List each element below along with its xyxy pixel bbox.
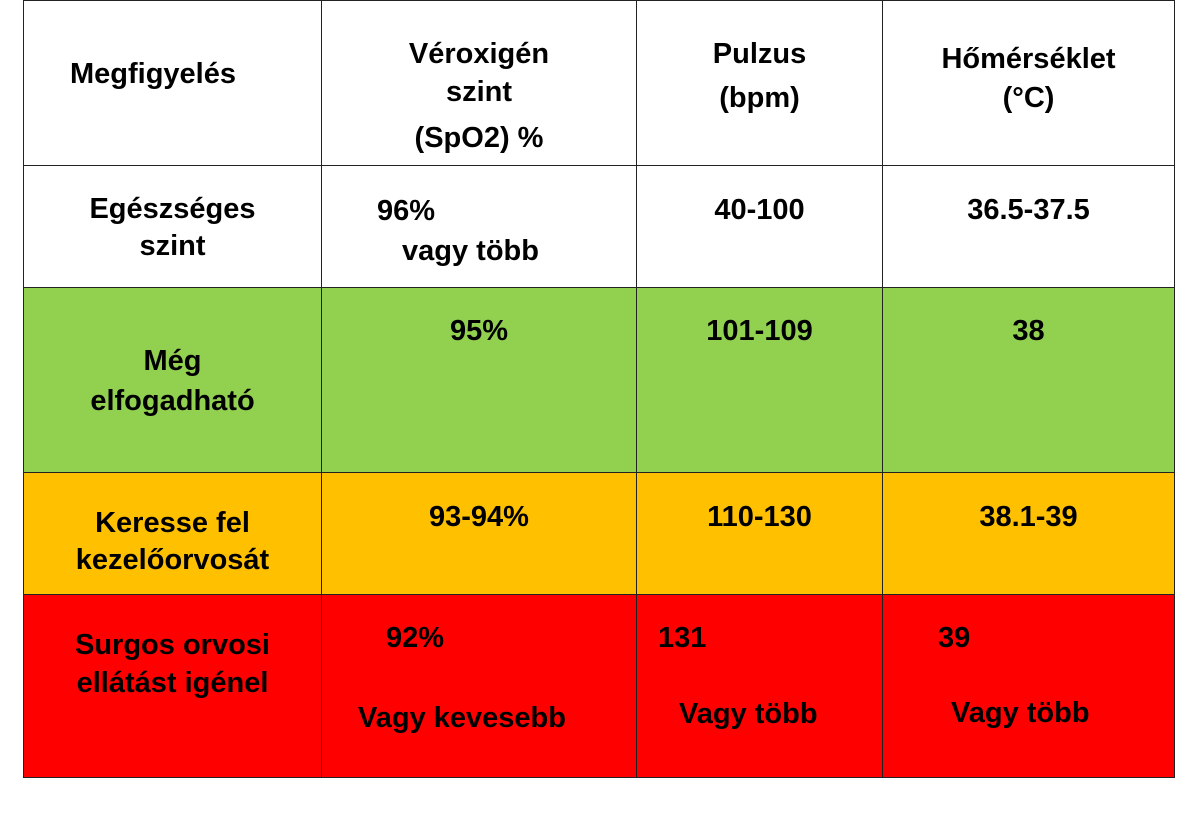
header-spo2-line1: Véroxigén [408, 38, 550, 70]
row-acceptable-label-line2: elfogadható [90, 385, 255, 418]
header-observation-cell: Megfigyelés [23, 0, 322, 167]
row-healthy-label-line1: Egészséges [89, 193, 256, 226]
row-healthy-spo2-cell: 96% vagy több [321, 165, 637, 289]
row-consult-spo2-cell: 93-94% [321, 471, 637, 595]
row-urgent-pulse-cell: 131 Vagy több [636, 593, 883, 779]
row-urgent-temp-cell: 39 Vagy több [882, 593, 1175, 779]
row-urgent-spo2-line1: 92% [386, 621, 445, 654]
row-healthy-spo2-line2: vagy több [402, 235, 539, 268]
row-acceptable-temp: 38 [1012, 315, 1045, 348]
row-healthy-pulse-cell: 40-100 [636, 165, 883, 289]
row-urgent-label-line2: ellátást igénel [76, 666, 269, 699]
row-urgent-spo2-cell: 92% Vagy kevesebb [321, 593, 637, 779]
row-healthy-label-line2: szint [139, 230, 206, 263]
header-pulse-line1: Pulzus [712, 38, 807, 70]
row-acceptable-spo2: 95% [449, 315, 509, 348]
vital-signs-grid: Megfigyelés Véroxigén szint (SpO2) % Pul… [23, 0, 1175, 779]
header-temp-line1: Hőmérséklet [941, 43, 1116, 75]
vital-signs-table: Megfigyelés Véroxigén szint (SpO2) % Pul… [23, 0, 1175, 779]
row-healthy-temp: 36.5-37.5 [967, 194, 1090, 227]
row-acceptable-label-cell: Még elfogadható [23, 287, 322, 473]
row-consult-temp-cell: 38.1-39 [882, 471, 1175, 595]
row-healthy-label-cell: Egészséges szint [23, 165, 322, 289]
row-consult-pulse-cell: 110-130 [636, 471, 883, 595]
row-acceptable-pulse-cell: 101-109 [636, 287, 883, 473]
row-urgent-pulse-line1: 131 [658, 621, 707, 654]
row-urgent-temp-line1: 39 [938, 621, 971, 654]
row-healthy-temp-cell: 36.5-37.5 [882, 165, 1175, 289]
row-healthy-pulse: 40-100 [714, 194, 805, 227]
row-urgent-pulse-line2: Vagy több [679, 697, 818, 730]
header-row: Megfigyelés Véroxigén szint (SpO2) % Pul… [23, 0, 1175, 167]
header-spo2-cell: Véroxigén szint (SpO2) % [321, 0, 637, 167]
row-urgent-label-cell: Surgos orvosi ellátást igénel [23, 593, 322, 779]
row-consult-doctor: Keresse fel kezelőorvosát 93-94% 110-130… [23, 471, 1175, 595]
row-acceptable-label-line1: Még [143, 345, 202, 378]
row-healthy-spo2-line1: 96% [377, 195, 436, 228]
row-consult-temp: 38.1-39 [979, 500, 1078, 533]
header-temp-cell: Hőmérséklet (°C) [882, 0, 1175, 167]
header-spo2-line2: szint [445, 76, 513, 108]
row-urgent-label-line1: Surgos orvosi [75, 628, 270, 661]
header-pulse-line2: (bpm) [719, 82, 800, 114]
row-urgent-temp-line2: Vagy több [951, 696, 1090, 729]
row-acceptable-temp-cell: 38 [882, 287, 1175, 473]
header-observation: Megfigyelés [70, 58, 236, 90]
row-consult-pulse: 110-130 [707, 500, 812, 533]
row-healthy: Egészséges szint 96% vagy több 40-100 36… [23, 165, 1175, 289]
header-spo2-line3: (SpO2) % [414, 122, 544, 154]
row-acceptable: Még elfogadható 95% 101-109 38 [23, 287, 1175, 473]
row-consult-spo2: 93-94% [429, 500, 529, 533]
row-acceptable-pulse: 101-109 [706, 315, 813, 348]
row-consult-label-cell: Keresse fel kezelőorvosát [23, 471, 322, 595]
row-consult-label-line1: Keresse fel [95, 506, 250, 539]
header-pulse-cell: Pulzus (bpm) [636, 0, 883, 167]
row-urgent: Surgos orvosi ellátást igénel 92% Vagy k… [23, 593, 1175, 779]
row-consult-label-line2: kezelőorvosát [75, 543, 270, 576]
header-temp-line2: (°C) [1002, 82, 1055, 114]
row-urgent-spo2-line2: Vagy kevesebb [358, 701, 566, 734]
row-acceptable-spo2-cell: 95% [321, 287, 637, 473]
